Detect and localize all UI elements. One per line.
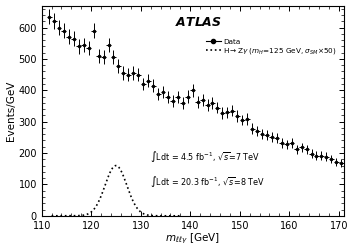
X-axis label: $m_{\ell\ell\gamma}$ [GeV]: $m_{\ell\ell\gamma}$ [GeV]	[165, 232, 220, 246]
Y-axis label: Events/GeV: Events/GeV	[6, 80, 16, 141]
Text: $\int$Ldt = 20.3 fb$^{-1}$, $\sqrt{s}$=8 TeV: $\int$Ldt = 20.3 fb$^{-1}$, $\sqrt{s}$=8…	[150, 174, 266, 189]
Text: $\int$Ldt = 4.5 fb$^{-1}$, $\sqrt{s}$=7 TeV: $\int$Ldt = 4.5 fb$^{-1}$, $\sqrt{s}$=7 …	[150, 148, 261, 164]
Legend: Data, H$\rightarrow$Z$\gamma$ ($m_{H}$=125 GeV, $\sigma_{SM}$$\times$50): Data, H$\rightarrow$Z$\gamma$ ($m_{H}$=1…	[206, 39, 337, 56]
Text: $\bfit{ATLAS}$: $\bfit{ATLAS}$	[175, 16, 222, 29]
